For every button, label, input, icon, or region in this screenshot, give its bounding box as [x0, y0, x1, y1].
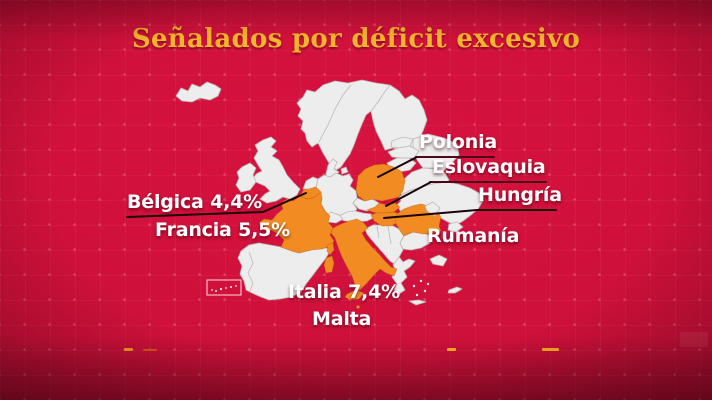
map-land-layer: [175, 79, 484, 306]
country-italy: [330, 218, 398, 292]
aegean-islet: [419, 279, 423, 283]
canary-islet: [230, 286, 232, 288]
aegean-islet: [415, 293, 419, 297]
glitch-artifact: [680, 332, 708, 347]
label-malta: Malta: [312, 308, 372, 330]
canary-islands-inset: [206, 279, 242, 296]
label-francia-deficit: Francia 5,5%: [155, 219, 290, 241]
label-italia-deficit: Italia 7,4%: [288, 281, 400, 303]
canary-islet: [211, 289, 213, 291]
glitch-artifact: [542, 348, 559, 351]
aegean-islet: [426, 282, 430, 286]
border-portugal-spain: [247, 251, 254, 292]
canary-islet: [235, 285, 237, 287]
page-title: Señalados por déficit excesivo: [131, 24, 581, 54]
canary-islet: [219, 287, 223, 291]
aegean-islet: [423, 289, 427, 293]
country-denmark-island: [340, 166, 349, 175]
label-hungria: Hungría: [478, 184, 562, 206]
leader-line-belgica: [126, 192, 307, 218]
label-polonia: Polonia: [419, 131, 498, 153]
country-france: [258, 191, 335, 254]
border-sweden-finland: [370, 84, 391, 112]
label-rumania: Rumanía: [427, 225, 520, 247]
island-crete: [408, 299, 427, 306]
island-corsica: [326, 242, 335, 256]
leader-lines-layer: [126, 156, 557, 219]
country-ireland: [235, 162, 257, 193]
map-highlight-layer: [258, 163, 442, 309]
border-balkans-2: [387, 225, 392, 245]
glitch-artifact: [124, 348, 133, 351]
country-latvia: [387, 145, 420, 159]
label-eslovaquia: Eslovaquia: [432, 156, 546, 178]
country-poland: [355, 163, 406, 202]
canary-islet: [225, 287, 227, 289]
border-balkans-1: [376, 225, 380, 239]
region-crimea: [447, 221, 464, 233]
island-sicily: [344, 289, 365, 301]
inset-frame: [206, 279, 242, 296]
island-sardinia: [323, 255, 335, 274]
country-iceland: [175, 81, 222, 103]
leader-line-eslovaquia: [385, 181, 432, 207]
aegean-islet: [412, 284, 416, 288]
glitch-artifact: [447, 348, 456, 351]
leader-line-polonia: [377, 156, 418, 178]
region-turkish-thrace: [429, 254, 448, 267]
island-cyprus: [447, 286, 463, 294]
label-belgica-deficit: Bélgica 4,4%: [127, 191, 262, 213]
canary-islet: [215, 290, 217, 292]
country-malta: [355, 304, 360, 309]
glitch-artifact: [143, 349, 157, 351]
leader-line-hungria: [383, 209, 478, 219]
region-iberia: [237, 242, 332, 301]
country-moldova: [424, 201, 441, 217]
country-united-kingdom: [251, 136, 301, 204]
border-norway-sweden: [318, 84, 352, 143]
